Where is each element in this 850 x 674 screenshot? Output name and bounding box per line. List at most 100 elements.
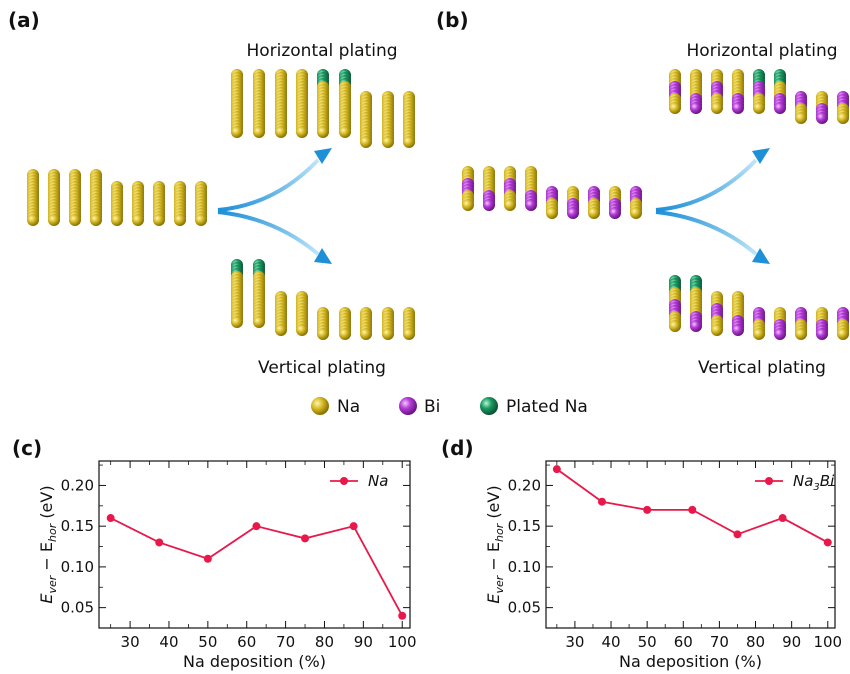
atom	[504, 199, 516, 211]
data-point	[552, 465, 561, 474]
plot-frame	[98, 460, 411, 629]
y-axis-label: Ever − Ehor (eV)	[37, 485, 59, 603]
chart-c: 30 40 50 60 70 80 90 100 0.05 0.10 0.15 0.20 Na depo…	[37, 460, 417, 671]
atom	[462, 199, 474, 211]
atom	[774, 328, 786, 340]
horizontal-plating-title-b: Horizontal plating	[686, 41, 837, 61]
data-point	[203, 554, 212, 563]
y-tick-label: 0.20	[61, 476, 94, 494]
atom	[669, 320, 681, 332]
x-tick-label: 70	[710, 633, 729, 651]
arrow-down-a	[217, 210, 320, 256]
y-tick-label: 0.10	[508, 558, 541, 576]
atom	[690, 320, 702, 332]
atom	[231, 316, 243, 328]
legend-na-swatch	[311, 397, 329, 415]
arrow-head-up-b	[752, 148, 770, 164]
x-tick-label: 80	[746, 633, 765, 651]
atom	[795, 328, 807, 340]
panel-label-c: (c)	[12, 436, 42, 460]
legend-na-label: Na	[337, 397, 360, 417]
arrow-down-b	[655, 210, 758, 256]
legend-bi-label: Bi	[424, 397, 440, 417]
atom	[711, 324, 723, 336]
atom	[360, 328, 372, 340]
atom	[774, 102, 786, 114]
data-point	[823, 538, 832, 547]
atom	[630, 207, 642, 219]
atom	[382, 136, 394, 148]
data-point	[252, 522, 261, 531]
x-tick-label: 30	[565, 633, 584, 651]
atom	[339, 126, 351, 138]
atom	[669, 102, 681, 114]
x-tick-label: 40	[601, 633, 620, 651]
data-point	[688, 505, 697, 514]
atom-legend: Na Bi Plated Na	[311, 397, 588, 417]
atom	[69, 214, 81, 226]
atom	[48, 214, 60, 226]
arrows-b	[655, 148, 770, 264]
atom	[382, 328, 394, 340]
legend-bi-swatch	[399, 397, 417, 415]
atom	[732, 324, 744, 336]
atom	[195, 214, 207, 226]
data-point	[349, 522, 358, 531]
atom	[711, 102, 723, 114]
legend-label: Na	[368, 472, 388, 490]
atom	[296, 126, 308, 138]
atom	[837, 328, 849, 340]
atom	[317, 126, 329, 138]
atom	[753, 102, 765, 114]
data-point	[733, 530, 742, 539]
atom	[275, 126, 287, 138]
x-tick-label: 40	[159, 633, 178, 651]
vertical-plating-title-b: Vertical plating	[698, 358, 826, 378]
data-point	[106, 514, 115, 523]
atom	[690, 102, 702, 114]
atom	[275, 324, 287, 336]
atom	[567, 207, 579, 219]
legend-plated-swatch	[480, 397, 498, 415]
atom	[111, 214, 123, 226]
x-tick-label: 90	[782, 633, 801, 651]
atom	[816, 328, 828, 340]
x-tick-label: 60	[674, 633, 693, 651]
x-tick-label: 50	[198, 633, 217, 651]
y-tick-label: 0.20	[508, 476, 541, 494]
atom	[483, 199, 495, 211]
atom	[753, 328, 765, 340]
chart-d: 30 40 50 60 70 80 90 100 0.05 0.10 0.15 0.20 Na depo…	[484, 460, 842, 671]
atom	[153, 214, 165, 226]
atom	[339, 328, 351, 340]
y-tick-label: 0.10	[61, 558, 94, 576]
panel-label-a: (a)	[8, 8, 40, 32]
y-axis-label: Ever − Ehor (eV)	[484, 485, 506, 603]
panel-label-b: (b)	[436, 8, 469, 32]
atom	[231, 126, 243, 138]
atom	[90, 214, 102, 226]
series-line	[110, 517, 404, 617]
arrow-head-up-a	[314, 148, 332, 164]
arrow-head-down-b	[752, 248, 770, 264]
data-point	[778, 514, 787, 523]
x-tick-label: 30	[121, 633, 140, 651]
atom	[816, 112, 828, 124]
x-tick-label: 50	[638, 633, 657, 651]
legend-plated-label: Plated Na	[506, 397, 588, 417]
arrow-up-a	[217, 158, 320, 212]
y-tick-label: 0.05	[61, 599, 94, 617]
atom	[296, 324, 308, 336]
x-axis-label: Na deposition (%)	[183, 652, 326, 671]
atom	[360, 136, 372, 148]
data-point	[155, 538, 164, 547]
x-tick-label: 90	[354, 633, 373, 651]
x-tick-label: 70	[276, 633, 295, 651]
atom	[317, 328, 329, 340]
atom	[132, 214, 144, 226]
horizontal-plating-title-a: Horizontal plating	[246, 41, 397, 61]
arrows-a	[217, 148, 332, 264]
atom	[795, 112, 807, 124]
atom	[174, 214, 186, 226]
